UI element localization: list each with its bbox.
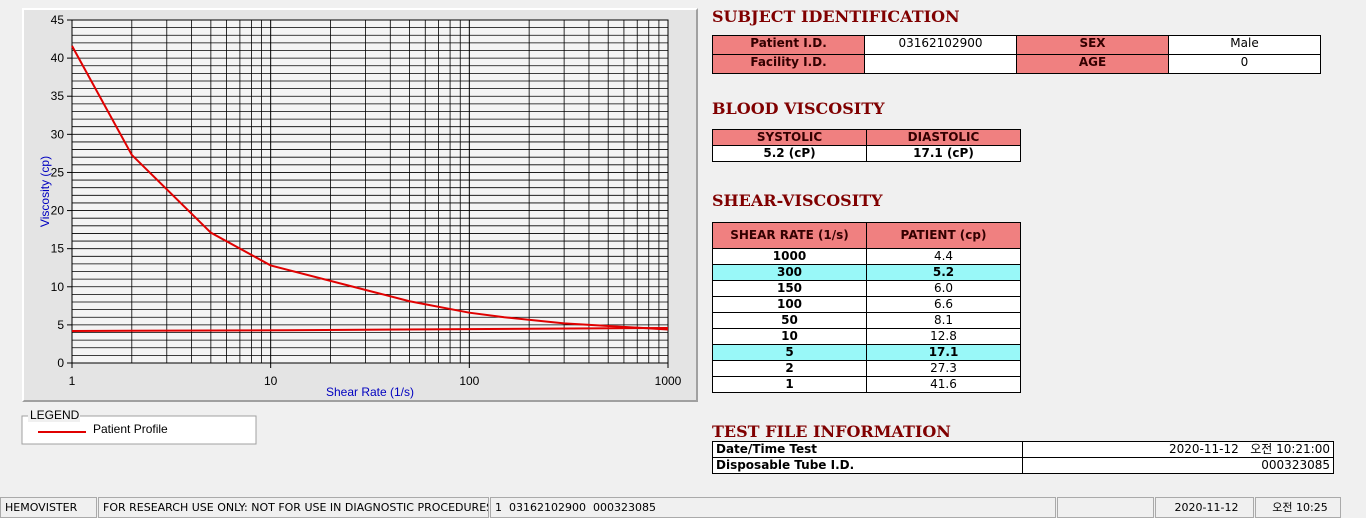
chart: 0 5 10 15 20 25 30 35 40 45 1 10 100 1000 Shear Rate (… [21,13,682,445]
y-tick-label: 25 [51,165,65,179]
y-tick-label: 30 [51,127,65,141]
table-cell: 17.1 [866,344,1021,361]
table-cell: 150 [712,280,867,297]
table-cell: 50 [712,312,867,329]
table-cell: 17.1 (cP) [866,145,1021,162]
table-cell: 1 [712,376,867,393]
y-tick-label: 20 [51,204,65,218]
table-cell: Patient I.D. [712,35,865,55]
status-field: HEMOVISTER [0,497,97,518]
status-field: 1 03162102900 000323085 [490,497,1056,518]
table-cell: 10 [712,328,867,345]
table-cell: 03162102900 [864,35,1017,55]
legend-title: LEGEND [30,408,80,422]
status-field: FOR RESEARCH USE ONLY: NOT FOR USE IN DI… [98,497,489,518]
y-tick-label: 40 [51,51,65,65]
table-cell: 5 [712,344,867,361]
table-cell: 6.6 [866,296,1021,313]
table-cell: AGE [1016,54,1169,74]
y-tick-label: 45 [51,13,65,27]
section-title: TEST FILE INFORMATION [712,422,951,441]
y-axis-label: Viscosity (cp) [38,156,52,227]
table-cell: SHEAR RATE (1/s) [712,222,867,249]
table-cell: 8.1 [866,312,1021,329]
y-tick-label: 15 [51,242,65,256]
x-tick-label: 100 [459,374,479,388]
table-cell: 1000 [712,248,867,265]
table-cell: 27.3 [866,360,1021,377]
data-line [71,45,669,331]
data-line [71,326,669,332]
status-field: 2020-11-12 [1155,497,1254,518]
table-cell: DIASTOLIC [866,129,1021,146]
status-field [1057,497,1154,518]
table-cell: 300 [712,264,867,281]
x-axis-label: Shear Rate (1/s) [326,385,414,399]
status-field: 오전 10:25 [1255,497,1341,518]
legend-label: Patient Profile [93,422,168,436]
y-tick-label: 35 [51,89,65,103]
x-tick-label: 1 [69,374,76,388]
legend-title-bg [28,408,80,422]
table-cell: 2 [712,360,867,377]
x-tick-label: 10 [264,374,278,388]
table-cell: SYSTOLIC [712,129,867,146]
plot-area [71,19,669,364]
table-cell: 12.8 [866,328,1021,345]
section-title: SUBJECT IDENTIFICATION [712,7,960,26]
table-cell: SEX [1016,35,1169,55]
table-cell: 2020-11-12 오전 10:21:00 [1022,441,1334,458]
table-cell: 4.4 [866,248,1021,265]
y-tick-label: 0 [57,356,64,370]
table-cell: 5.2 (cP) [712,145,867,162]
table-cell: 000323085 [1022,457,1334,474]
table-cell: 5.2 [866,264,1021,281]
table-cell: 41.6 [866,376,1021,393]
y-tick-label: 10 [51,280,65,294]
table-cell: Facility I.D. [712,54,865,74]
section-title: SHEAR-VISCOSITY [712,191,883,210]
section-title: BLOOD VISCOSITY [712,99,885,118]
table-cell: Disposable Tube I.D. [712,457,1023,474]
x-tick-label: 1000 [655,374,682,388]
table-cell: 100 [712,296,867,313]
table-cell: Date/Time Test [712,441,1023,458]
table-cell: 0 [1168,54,1321,74]
table-cell [864,54,1017,74]
table-cell: PATIENT (cp) [866,222,1021,249]
table-cell: Male [1168,35,1321,55]
y-tick-label: 5 [57,318,64,332]
table-cell: 6.0 [866,280,1021,297]
